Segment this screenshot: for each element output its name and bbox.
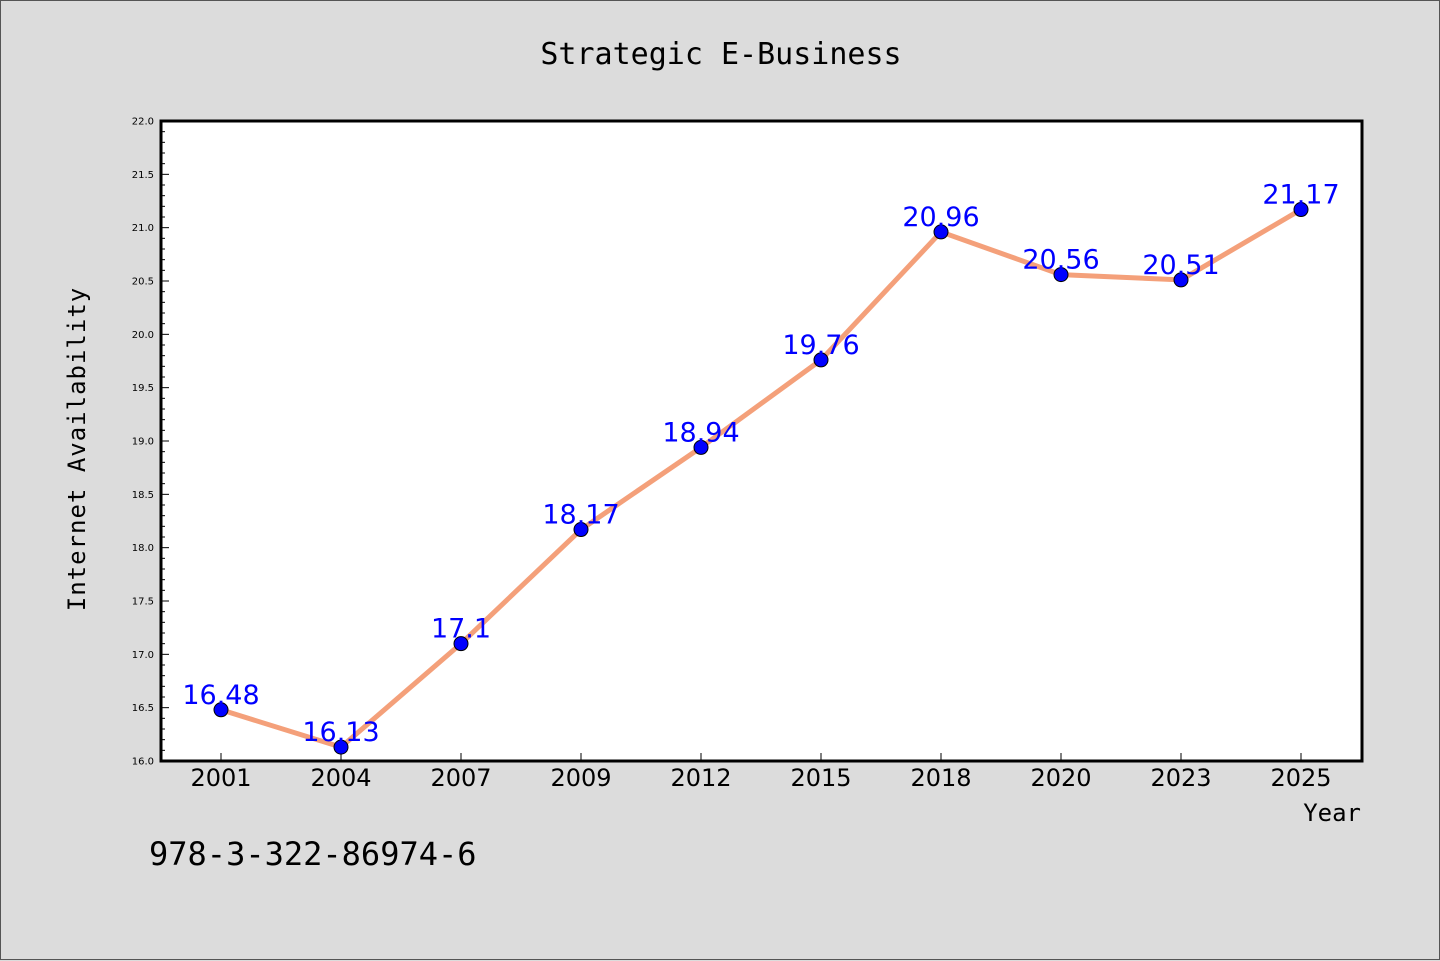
data-label: 21.17 — [1262, 180, 1339, 211]
y-axis: 16.0 16.5 17.0 17.5 18.0 18.5 19.0 19.5 20.0 20.5… — [132, 117, 169, 768]
chart-title: Strategic E-Business — [540, 37, 901, 72]
y-axis-label: Internet Availability — [63, 287, 91, 611]
x-tick-label: 2025 — [1270, 764, 1331, 792]
data-point — [933, 224, 949, 240]
y-tick-label: 19.5 — [132, 383, 154, 394]
data-point — [213, 702, 229, 718]
data-label: 19.76 — [782, 330, 859, 361]
y-tick-label: 17.0 — [132, 650, 154, 661]
data-label: 20.51 — [1142, 250, 1219, 281]
y-tick-label: 20.5 — [132, 277, 154, 288]
series-markers — [213, 202, 1309, 755]
data-point — [1293, 202, 1309, 218]
y-tick-label: 20.0 — [132, 330, 154, 341]
x-tick-label: 2007 — [430, 764, 491, 792]
x-tick-label: 2012 — [670, 764, 731, 792]
y-tick-label: 16.0 — [132, 757, 154, 768]
data-label: 16.13 — [302, 717, 379, 748]
plot-area — [159, 119, 1364, 763]
series-line — [220, 207, 1303, 750]
data-labels: 16.48 16.13 17.1 18.17 18.94 19.76 20.96 20.56 2… — [182, 180, 1339, 749]
data-label: 17.1 — [431, 614, 491, 645]
data-label: 20.56 — [1022, 245, 1099, 276]
y-tick-label: 21.0 — [132, 223, 154, 234]
x-tick-label: 2015 — [790, 764, 851, 792]
x-tick-label: 2020 — [1030, 764, 1091, 792]
y-tick-label: 18.5 — [132, 490, 154, 501]
data-label: 20.96 — [902, 202, 979, 233]
x-tick-label: 2009 — [550, 764, 611, 792]
y-tick-label: 16.5 — [132, 703, 154, 714]
data-point — [333, 739, 349, 755]
data-label: 18.17 — [542, 500, 619, 531]
x-tick-label: 2023 — [1150, 764, 1211, 792]
x-axis-label: Year — [1303, 799, 1361, 827]
x-tick-label: 2001 — [190, 764, 251, 792]
data-point — [573, 522, 589, 538]
y-tick-label: 21.5 — [132, 170, 154, 181]
data-point — [813, 352, 829, 368]
data-label: 16.48 — [182, 680, 259, 711]
data-point — [1173, 272, 1189, 288]
data-point — [693, 439, 709, 455]
y-tick-label: 17.5 — [132, 597, 154, 608]
data-point — [453, 636, 469, 652]
x-axis: 2001 2004 2007 2009 2012 2015 2018 2020 2023 2025 — [190, 753, 1332, 792]
y-tick-label: 22.0 — [132, 117, 154, 128]
x-tick-label: 2018 — [910, 764, 971, 792]
y-tick-label: 18.0 — [132, 543, 154, 554]
data-point — [1053, 267, 1069, 283]
data-label: 18.94 — [662, 417, 739, 448]
x-tick-label: 2004 — [310, 764, 371, 792]
isbn-footer: 978-3-322-86974-6 — [149, 835, 477, 873]
y-tick-label: 19.0 — [132, 437, 154, 448]
